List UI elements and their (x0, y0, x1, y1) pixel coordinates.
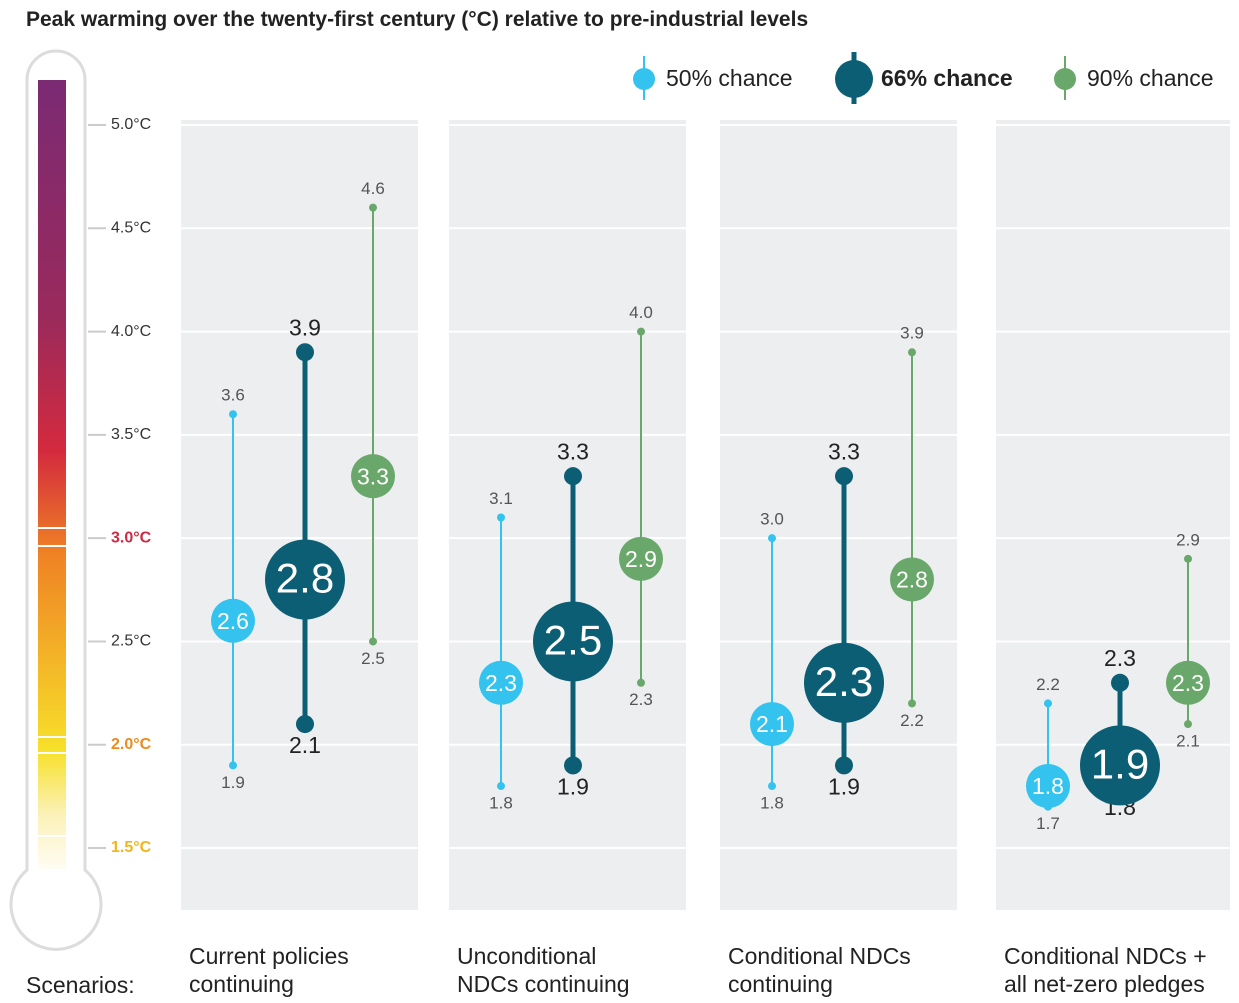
x-axis-label: Scenarios: (26, 972, 135, 999)
y-tick-label: 4.5°C (111, 220, 151, 237)
high-label: 3.9 (900, 324, 924, 343)
low-label: 2.2 (900, 711, 924, 730)
median-label: 2.3 (815, 658, 873, 705)
high-label: 3.3 (557, 438, 589, 464)
y-tick-label: 3.5°C (111, 426, 151, 443)
high-label: 2.2 (1036, 675, 1060, 694)
panel-background (181, 120, 418, 910)
low-dot (497, 782, 505, 790)
high-label: 3.6 (221, 386, 245, 405)
low-label: 2.1 (289, 732, 321, 758)
chart: 1.5°C 2.0°C 2.5°C 3.0°C 3.5°C 4.0°C 4.5°C 5.0°C… (0, 0, 1239, 1003)
low-dot (908, 699, 916, 707)
y-tick-label: 4.0°C (111, 323, 151, 340)
low-dot (637, 679, 645, 687)
high-dot (835, 467, 853, 485)
high-dot (296, 343, 314, 361)
high-dot (908, 348, 916, 356)
high-label: 3.3 (828, 438, 860, 464)
median-label: 2.8 (896, 567, 928, 593)
y-tick-label: 3.0°C (111, 529, 152, 546)
category-label: Conditional NDCs + all net-zero pledges (1004, 942, 1207, 998)
low-label: 1.8 (489, 794, 513, 813)
low-dot (296, 715, 314, 733)
category-label: Unconditional NDCs continuing (457, 942, 630, 998)
high-label: 3.1 (489, 489, 513, 508)
median-label: 2.9 (625, 546, 657, 572)
high-label: 2.9 (1176, 530, 1200, 549)
median-label: 2.3 (1172, 670, 1204, 696)
thermometer (11, 51, 101, 949)
low-dot (835, 756, 853, 774)
low-dot (369, 637, 377, 645)
low-dot (229, 761, 237, 769)
category-label: Conditional NDCs continuing (728, 942, 911, 998)
low-label: 2.1 (1176, 732, 1200, 751)
low-label: 1.9 (557, 773, 589, 799)
high-label: 3.9 (289, 314, 321, 340)
median-label: 2.1 (756, 711, 788, 737)
low-dot (768, 782, 776, 790)
y-tick-label: 5.0°C (111, 116, 151, 133)
low-label: 1.8 (760, 794, 784, 813)
low-label: 1.9 (828, 773, 860, 799)
high-label: 4.6 (361, 179, 385, 198)
high-dot (1184, 555, 1192, 563)
high-dot (768, 534, 776, 542)
high-dot (564, 467, 582, 485)
category-label: Current policies continuing (189, 942, 349, 998)
low-label: 2.3 (629, 690, 653, 709)
legend-marker (633, 68, 655, 90)
y-tick-label: 2.0°C (111, 736, 152, 753)
low-label: 1.7 (1036, 814, 1060, 833)
low-label: 1.9 (221, 773, 245, 792)
legend-label: 66% chance (881, 65, 1013, 91)
page: 1.5°C 2.0°C 2.5°C 3.0°C 3.5°C 4.0°C 4.5°C 5.0°C… (0, 0, 1239, 1003)
median-label: 2.6 (217, 608, 249, 634)
low-dot (564, 756, 582, 774)
median-label: 3.3 (357, 463, 389, 489)
high-dot (229, 410, 237, 418)
high-label: 3.0 (760, 510, 784, 529)
median-label: 2.5 (544, 617, 602, 664)
chart-title: Peak warming over the twenty-first centu… (26, 8, 808, 32)
legend-label: 50% chance (666, 65, 793, 91)
median-label: 2.3 (485, 670, 517, 696)
median-label: 2.8 (276, 555, 334, 602)
high-dot (497, 514, 505, 522)
low-label: 2.5 (361, 649, 385, 668)
y-tick-label: 1.5°C (111, 839, 152, 856)
high-dot (369, 204, 377, 212)
high-dot (1044, 699, 1052, 707)
legend-label: 90% chance (1087, 65, 1214, 91)
high-label: 4.0 (629, 303, 653, 322)
high-label: 2.3 (1104, 645, 1136, 671)
y-tick-label: 2.5°C (111, 633, 151, 650)
median-label: 1.9 (1091, 740, 1149, 787)
median-label: 1.8 (1032, 773, 1064, 799)
legend-marker (835, 60, 873, 98)
legend-marker (1054, 68, 1076, 90)
high-dot (637, 328, 645, 336)
low-dot (1184, 720, 1192, 728)
high-dot (1111, 674, 1129, 692)
